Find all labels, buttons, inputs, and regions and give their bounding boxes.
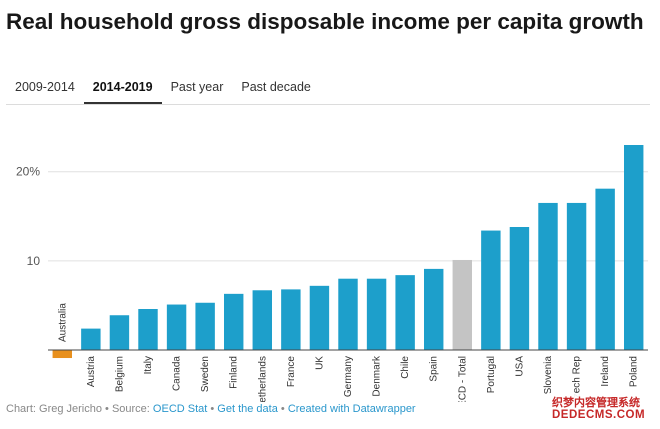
y-tick-label: 10 <box>27 254 41 268</box>
tabs-divider <box>6 104 650 105</box>
x-tick-label: Netherlands <box>257 356 268 402</box>
x-tick-label: Sweden <box>200 356 211 392</box>
x-tick-label: Australia <box>57 303 68 342</box>
x-tick-label: Austria <box>86 356 97 388</box>
x-tick-label: USA <box>514 356 525 377</box>
footer-credit: Chart: Greg Jericho • Source: <box>6 403 153 415</box>
bar-chart: 10 20% Australia Austria Belgium Italy Canada S… <box>16 145 648 402</box>
x-tick-label: UK <box>314 356 325 370</box>
bar <box>138 309 158 350</box>
x-tick-label: Belgium <box>114 356 125 392</box>
x-tick-label: Germany <box>343 356 354 397</box>
bar <box>566 202 587 350</box>
bar <box>338 278 358 350</box>
watermark: 织梦内容管理系统 DEDECMS.COM <box>548 393 658 427</box>
bar <box>424 268 444 350</box>
chart-footer: Chart: Greg Jericho • Source: OECD Stat … <box>6 403 416 415</box>
bar <box>281 289 301 350</box>
x-tick-label: Slovenia <box>543 356 554 395</box>
x-tick-label: Czech Rep <box>572 356 583 402</box>
bar <box>195 302 215 350</box>
x-tick-label: Portugal <box>486 356 497 393</box>
get-data-link[interactable]: Get the data <box>217 403 278 415</box>
tab-past-year[interactable]: Past year <box>170 80 224 94</box>
bar <box>624 145 644 350</box>
watermark-line1: 织梦内容管理系统 <box>552 397 640 409</box>
bar <box>395 275 415 350</box>
x-tick-label: Chile <box>400 356 411 379</box>
y-tick-label: 20% <box>16 165 40 179</box>
bar <box>166 304 187 350</box>
chart-title: Real household gross disposable income p… <box>6 9 644 34</box>
bar <box>224 293 244 350</box>
x-tick-label: Finland <box>229 356 240 389</box>
bar <box>366 278 387 350</box>
x-tick-label: Canada <box>172 356 183 391</box>
x-tick-label: Spain <box>429 356 440 382</box>
tab-past-decade[interactable]: Past decade <box>241 80 311 94</box>
bar <box>595 188 615 350</box>
tab-2014-2019[interactable]: 2014-2019 <box>83 78 162 105</box>
bar <box>252 290 272 350</box>
source-link[interactable]: OECD Stat <box>152 403 208 415</box>
bar <box>52 350 72 359</box>
bar <box>509 227 530 350</box>
footer-separator: • <box>207 403 218 415</box>
bar <box>481 230 501 350</box>
x-tick-label: OECD - Total <box>457 356 468 402</box>
bar <box>109 315 130 350</box>
x-tick-label: Italy <box>143 356 154 374</box>
bar <box>309 285 330 350</box>
period-tabs: 2009-2014 2014-2019 Past year Past decad… <box>6 78 320 105</box>
footer-separator: • <box>277 403 288 415</box>
bar <box>538 202 558 350</box>
x-tick-label: France <box>286 356 297 388</box>
watermark-line2: DEDECMS.COM <box>552 409 646 421</box>
bar <box>81 328 101 350</box>
x-tick-label: Ireland <box>600 356 611 387</box>
bar <box>452 259 472 350</box>
tab-2009-2014[interactable]: 2009-2014 <box>15 80 75 94</box>
x-tick-label: Denmark <box>372 355 383 397</box>
datawrapper-link[interactable]: Created with Datawrapper <box>287 403 416 415</box>
x-tick-label: Poland <box>629 356 640 387</box>
